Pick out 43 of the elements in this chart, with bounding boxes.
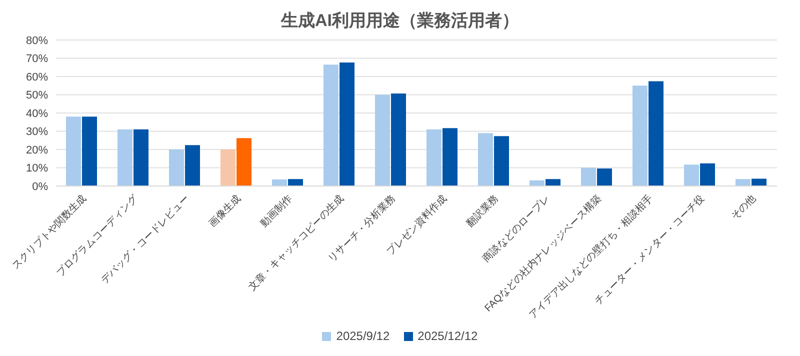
bar — [581, 168, 596, 186]
x-tick-label: 動画制作 — [258, 192, 295, 230]
bar — [478, 133, 493, 186]
y-tick-label: 40% — [26, 108, 48, 120]
bar — [597, 168, 612, 186]
bar — [340, 62, 354, 186]
bar — [118, 129, 132, 186]
bar — [752, 178, 766, 186]
bar — [684, 164, 699, 186]
y-tick-label: 30% — [26, 126, 48, 138]
y-tick-label: 20% — [26, 144, 48, 156]
bar — [288, 179, 303, 186]
bar — [426, 129, 442, 186]
y-tick-label: 10% — [26, 162, 48, 175]
bar — [272, 179, 287, 186]
bar — [648, 81, 664, 186]
x-tick-label: その他 — [728, 192, 758, 222]
legend-label: 2025/12/12 — [418, 329, 478, 343]
bar — [546, 179, 560, 186]
bar — [391, 93, 406, 186]
y-tick-label: 0% — [32, 180, 48, 193]
x-tick-label: 翻訳業務 — [464, 192, 501, 230]
bar — [700, 163, 715, 186]
bar — [375, 94, 390, 186]
bar — [185, 145, 200, 186]
y-tick-label: 80% — [26, 34, 48, 47]
y-tick-label: 60% — [26, 71, 48, 84]
x-tick-label: 画像生成 — [206, 192, 244, 230]
bar — [324, 64, 338, 186]
bar — [494, 136, 509, 186]
bar — [134, 129, 148, 186]
bar — [220, 150, 236, 186]
chart-title: 生成AI利用用途（業務活用者） — [280, 10, 520, 32]
y-tick-label: 70% — [26, 53, 48, 66]
bar — [66, 116, 81, 186]
bar — [169, 150, 184, 186]
bar — [82, 116, 97, 186]
bar — [442, 128, 458, 186]
bar — [236, 138, 252, 186]
legend-label: 2025/9/12 — [336, 329, 390, 343]
y-tick-label: 50% — [26, 90, 48, 102]
bar — [736, 179, 750, 186]
bar — [632, 86, 648, 186]
